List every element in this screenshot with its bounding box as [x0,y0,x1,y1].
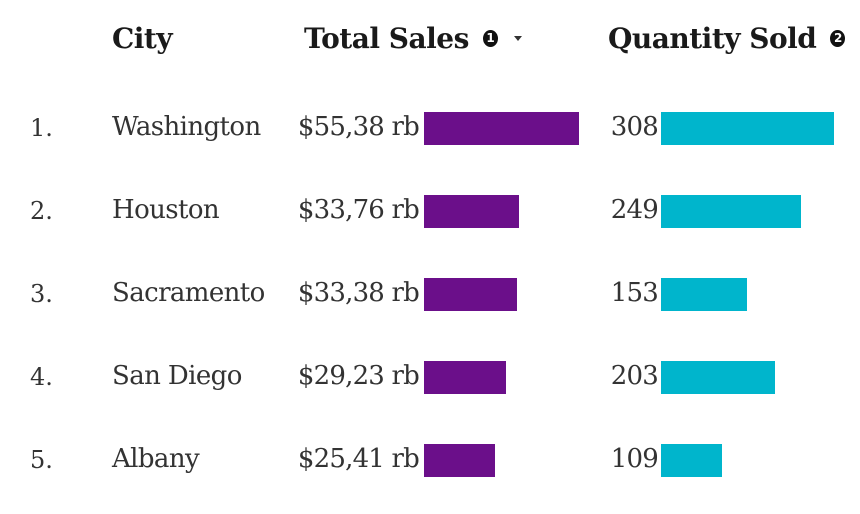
quantity-value-label: 109 [611,444,658,474]
sort-order-badge-icon: 1 [483,30,498,47]
column-header-city-label: City [112,22,172,55]
sort-caret-down-icon[interactable] [514,36,522,41]
table-row[interactable]: 3. Sacramento $33,38 rb 153 [0,274,860,314]
sales-bar[interactable] [424,361,506,394]
row-rank: 3. [30,280,53,308]
column-header-total-sales[interactable]: Total Sales 1 [304,22,522,55]
table-row[interactable]: 2. Houston $33,76 rb 249 [0,191,860,231]
sales-value-label: $55,38 rb [298,112,419,142]
quantity-bar[interactable] [661,444,722,477]
sort-order-badge-icon: 2 [830,30,845,47]
column-header-quantity-sold[interactable]: Quantity Sold 2 [608,22,860,55]
column-header-city[interactable]: City [112,22,172,55]
row-rank: 5. [30,446,53,474]
row-city: Albany [112,444,199,474]
row-city: Houston [112,195,219,225]
sales-bar[interactable] [424,444,495,477]
row-city: Sacramento [112,278,265,308]
column-header-quantity-sold-label: Quantity Sold [608,22,816,55]
row-rank: 2. [30,197,53,225]
quantity-value-label: 203 [611,361,658,391]
column-header-total-sales-label: Total Sales [304,22,469,55]
sales-value-label: $25,41 rb [298,444,419,474]
row-rank: 4. [30,363,53,391]
sales-bar[interactable] [424,195,519,228]
quantity-bar[interactable] [661,361,775,394]
sales-value-label: $33,76 rb [298,195,419,225]
quantity-bar[interactable] [661,112,834,145]
row-city: San Diego [112,361,242,391]
quantity-bar[interactable] [661,278,747,311]
quantity-value-label: 249 [611,195,658,225]
quantity-bar[interactable] [661,195,801,228]
table-row[interactable]: 5. Albany $25,41 rb 109 [0,440,860,480]
sales-value-label: $33,38 rb [298,278,419,308]
sales-value-label: $29,23 rb [298,361,419,391]
sales-bar[interactable] [424,278,517,311]
sales-bar[interactable] [424,112,579,145]
quantity-value-label: 153 [611,278,658,308]
row-city: Washington [112,112,261,142]
quantity-value-label: 308 [611,112,658,142]
row-rank: 1. [30,114,53,142]
table-row[interactable]: 4. San Diego $29,23 rb 203 [0,357,860,397]
table-row[interactable]: 1. Washington $55,38 rb 308 [0,108,860,148]
